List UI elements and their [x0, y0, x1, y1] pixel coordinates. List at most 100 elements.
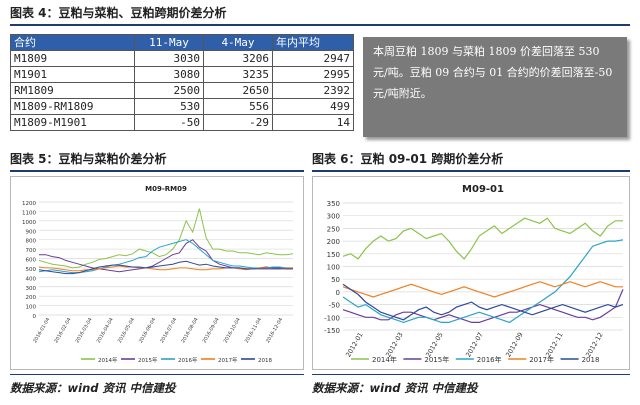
series-line — [38, 208, 294, 269]
fig6-source: 数据来源：wind 资讯 中信建投 — [312, 381, 478, 395]
legend-label: 2018 — [582, 356, 600, 364]
x-tick-label: 2016-05-04 — [117, 317, 136, 344]
x-tick-label: 2016-10-04 — [223, 317, 242, 344]
x-tick-label: 2016-02-04 — [53, 317, 72, 344]
cell: 2947 — [272, 50, 354, 67]
fig4-title-rule — [10, 24, 630, 26]
cell: 3030 — [134, 50, 204, 67]
y-tick-label: 150 — [327, 251, 340, 259]
series-line — [38, 265, 293, 272]
y-tick-label: 400 — [26, 276, 37, 282]
cell: 2392 — [272, 82, 354, 99]
cell: 530 — [134, 98, 204, 115]
table-header-row: 合约 11-May 4-May 年内平均 — [10, 34, 354, 51]
y-tick-label: 200 — [26, 295, 37, 301]
chart-title: M09-RM09 — [145, 185, 187, 193]
x-tick-label: 2012-05 — [424, 331, 445, 359]
x-tick-label: 2016-09-04 — [202, 317, 221, 344]
fig5-chart: M09-RM09 0 100 200 300 400 500 600 700 800 900 1000… — [10, 176, 304, 370]
legend-label: 2015年 — [424, 355, 449, 364]
x-tick-label: 2012-11 — [544, 331, 565, 359]
x-tick-label: 2016-06-04 — [138, 317, 157, 344]
y-tick-label: 0 — [336, 289, 340, 297]
x-tick-label: 2016-12-04 — [265, 317, 284, 344]
x-tick-label: 2012-12 — [584, 331, 605, 359]
header-may11: 11-May — [134, 34, 204, 51]
header-avg: 年内平均 — [272, 34, 354, 51]
series-line — [342, 239, 624, 324]
cell: 2995 — [272, 66, 354, 83]
fig4-table: 合约 11-May 4-May 年内平均 M1809 3030 3206 294… — [10, 34, 354, 131]
cell: 14 — [272, 114, 354, 131]
y-tick-label: 1100 — [22, 210, 36, 216]
legend-label: 2016年 — [477, 355, 502, 364]
x-tick-label: 2016-04-04 — [96, 317, 115, 344]
y-tick-label: 900 — [26, 229, 37, 235]
cell: 499 — [272, 98, 354, 115]
fig5-title: 图表 5：豆粕与菜粕价差分析 — [10, 152, 167, 166]
y-tick-label: 600 — [26, 258, 37, 264]
cell: 556 — [203, 98, 273, 115]
chart-title: M09-01 — [462, 184, 504, 195]
cell: -50 — [134, 114, 204, 131]
fig5-source-rule — [10, 374, 304, 375]
legend-label: 2015年 — [138, 356, 158, 364]
y-tick-label: 100 — [26, 305, 37, 311]
fig6-title: 图表 6：豆粕 09-01 跨期价差分析 — [312, 152, 504, 166]
x-tick-label: 2016-08-04 — [180, 317, 199, 344]
fig6-chart: M09-01 -150 -100 -50 0 50 100 150 200 250 300 350 20… — [312, 176, 630, 370]
legend-label: 2014年 — [98, 356, 118, 364]
y-tick-label: -50 — [329, 302, 340, 310]
table-row: M1809 3030 3206 2947 — [10, 50, 354, 67]
fig6-chart-svg: M09-01 -150 -100 -50 0 50 100 150 200 250 300 350 20… — [324, 184, 624, 364]
fig5-chart-svg: M09-RM09 0 100 200 300 400 500 600 700 800 900 1000… — [22, 185, 294, 364]
y-tick-label: 300 — [327, 213, 340, 221]
cell: RM1809 — [10, 82, 135, 99]
legend-label: 2017年 — [529, 355, 554, 364]
x-tick-label: 2016-01-04 — [32, 317, 51, 344]
y-tick-label: 300 — [26, 286, 37, 292]
fig6-source-rule — [312, 374, 630, 375]
fig4-title: 图表 4：豆粕与菜粕、豆粕跨期价差分析 — [10, 6, 227, 20]
series-line — [342, 217, 623, 260]
header-contract: 合约 — [10, 34, 135, 51]
cell: 2500 — [134, 82, 204, 99]
x-tick-label: 2016-07-04 — [159, 317, 178, 344]
y-tick-label: -100 — [324, 314, 340, 322]
x-tick-label: 2012-07 — [464, 331, 485, 359]
y-tick-label: 50 — [331, 276, 340, 284]
series-line — [38, 260, 293, 275]
legend-label: 2018 — [258, 358, 272, 364]
x-tick-label: 2016-11-04 — [244, 317, 263, 344]
y-tick-label: 1200 — [22, 201, 36, 207]
y-tick-label: 100 — [327, 264, 340, 272]
x-tick-label: 2012-09 — [504, 331, 525, 359]
y-tick-label: 800 — [26, 239, 37, 245]
y-tick-label: 200 — [327, 238, 340, 246]
cell: M1809-M1901 — [10, 114, 135, 131]
legend-label: 2017年 — [218, 356, 238, 364]
y-tick-label: 350 — [327, 200, 340, 208]
cell: -29 — [203, 114, 273, 131]
y-tick-label: 0 — [33, 314, 37, 320]
fig5-title-rule — [10, 170, 304, 172]
cell: 3235 — [203, 66, 273, 83]
fig6-title-rule — [312, 170, 630, 172]
x-tick-label: 2016-03-04 — [75, 317, 94, 344]
series-line — [342, 283, 624, 321]
y-tick-label: 700 — [26, 248, 37, 254]
table-row: M1809-M1901 -50 -29 14 — [10, 114, 354, 131]
cell: M1901 — [10, 66, 135, 83]
cell: 2650 — [203, 82, 273, 99]
table-row: M1901 3080 3235 2995 — [10, 66, 354, 83]
header-may4: 4-May — [203, 34, 273, 51]
table-row: M1809-RM1809 530 556 499 — [10, 98, 354, 115]
series-line — [342, 289, 624, 323]
fig5-source: 数据来源：wind 资讯 中信建投 — [10, 381, 176, 395]
y-tick-label: 1000 — [22, 220, 36, 226]
y-tick-label: 250 — [327, 225, 340, 233]
y-tick-label: -150 — [324, 327, 340, 335]
fig4-note: 本周豆粕 1809 与菜粕 1809 价差回落至 530 元/吨。豆粕 09 合… — [363, 37, 627, 137]
cell: 3206 — [203, 50, 273, 67]
x-tick-label: 2012-01 — [344, 331, 365, 359]
